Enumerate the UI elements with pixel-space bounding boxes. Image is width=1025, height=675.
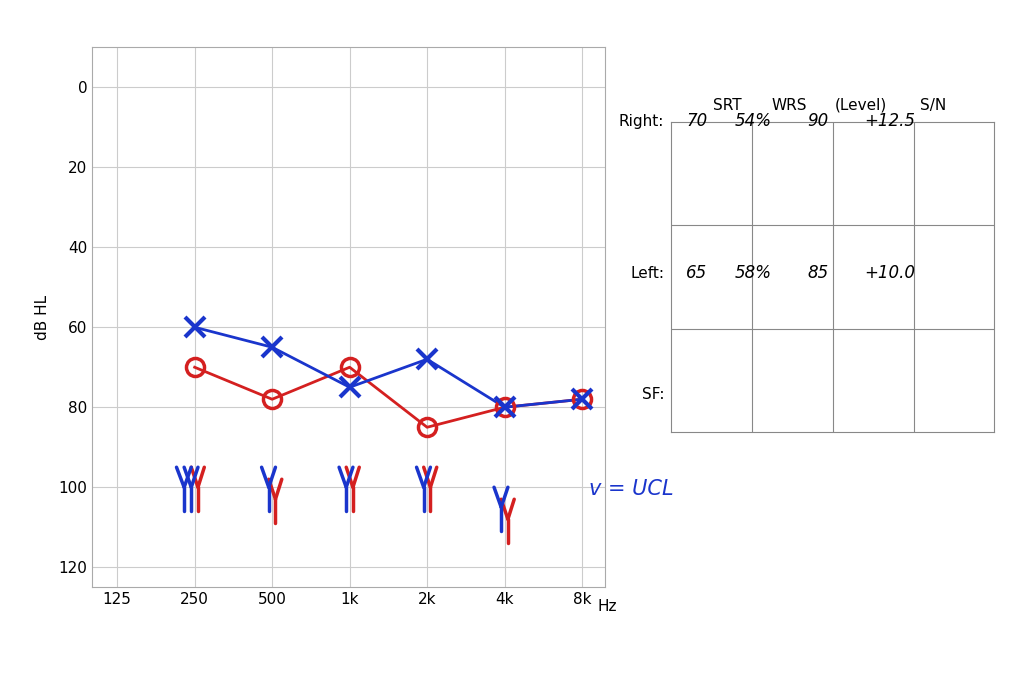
Text: 58%: 58% (735, 265, 772, 282)
Text: +10.0: +10.0 (864, 265, 915, 282)
Text: 70: 70 (687, 113, 707, 130)
Text: SF:: SF: (642, 387, 664, 402)
Text: v = UCL: v = UCL (589, 479, 674, 500)
Text: 65: 65 (687, 265, 707, 282)
Text: WRS: WRS (772, 98, 807, 113)
Text: (Level): (Level) (835, 98, 887, 113)
Text: Left:: Left: (630, 266, 664, 281)
Text: 85: 85 (808, 265, 828, 282)
Text: Hz: Hz (598, 599, 617, 614)
Text: 90: 90 (808, 113, 828, 130)
Text: SRT: SRT (713, 98, 742, 113)
Text: Right:: Right: (619, 114, 664, 129)
Text: 54%: 54% (735, 113, 772, 130)
Text: +12.5: +12.5 (864, 113, 915, 130)
Y-axis label: dB HL: dB HL (35, 295, 50, 340)
Text: S/N: S/N (919, 98, 946, 113)
